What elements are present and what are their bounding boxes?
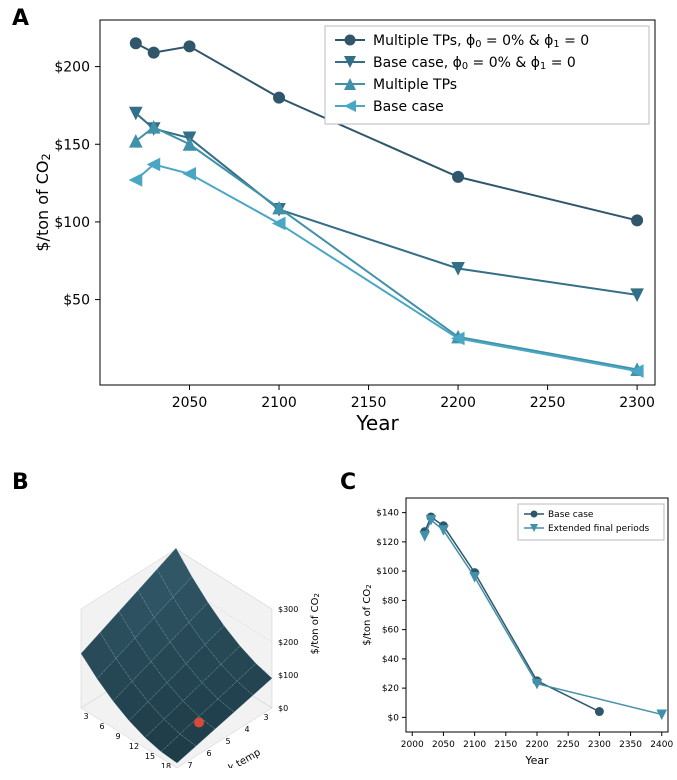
svg-text:$40: $40 [382, 655, 399, 665]
svg-text:Extended final periods: Extended final periods [548, 524, 650, 534]
svg-text:Base case: Base case [373, 99, 444, 115]
svg-text:6: 6 [206, 749, 211, 758]
svg-text:2050: 2050 [172, 395, 208, 411]
svg-text:$150: $150 [54, 137, 90, 153]
svg-text:$200: $200 [54, 60, 90, 76]
svg-text:Year: Year [524, 754, 549, 767]
svg-text:$60: $60 [382, 626, 399, 636]
svg-text:9: 9 [115, 732, 120, 741]
svg-text:2250: 2250 [557, 740, 580, 750]
svg-text:$50: $50 [63, 293, 90, 309]
svg-text:Peak temp: Peak temp [211, 747, 262, 768]
svg-text:Base case, ϕ0 = 0% & ϕ1 = 0: Base case, ϕ0 = 0% & ϕ1 = 0 [373, 55, 576, 72]
svg-text:18: 18 [161, 762, 171, 768]
svg-text:2200: 2200 [440, 395, 476, 411]
svg-text:4: 4 [244, 725, 249, 734]
svg-text:$300: $300 [278, 605, 298, 614]
svg-text:$100: $100 [278, 671, 298, 680]
svg-text:5: 5 [225, 737, 230, 746]
panel-a: 2050 2100 2150 2200 2250 2300 $50 $100 $150 $200 Y… [30, 10, 670, 440]
svg-text:2300: 2300 [619, 395, 655, 411]
panel-label-a: A [12, 6, 29, 31]
svg-text:$0: $0 [388, 713, 400, 723]
svg-text:6: 6 [99, 722, 104, 731]
panel-label-c: C [340, 470, 356, 495]
svg-text:$0: $0 [278, 704, 288, 713]
svg-text:$20: $20 [382, 684, 399, 694]
svg-text:2100: 2100 [463, 740, 486, 750]
svg-text:$100: $100 [376, 567, 399, 577]
svg-text:3: 3 [263, 713, 268, 722]
svg-text:2100: 2100 [261, 395, 297, 411]
svg-text:2000: 2000 [401, 740, 424, 750]
svg-text:2250: 2250 [530, 395, 566, 411]
svg-text:Year: Year [355, 411, 399, 435]
svg-text:Multiple TPs: Multiple TPs [373, 77, 457, 93]
svg-text:15: 15 [145, 752, 155, 761]
svg-text:Base case: Base case [548, 510, 594, 520]
svg-text:$120: $120 [376, 538, 399, 548]
svg-text:$80: $80 [382, 596, 399, 606]
svg-text:2300: 2300 [588, 740, 611, 750]
svg-text:$200: $200 [278, 638, 298, 647]
svg-text:12: 12 [129, 742, 139, 751]
svg-text:2050: 2050 [432, 740, 455, 750]
svg-text:$100: $100 [54, 215, 90, 231]
svg-text:2400: 2400 [650, 740, 673, 750]
svg-text:$/ton of CO2: $/ton of CO2 [33, 153, 53, 251]
svg-text:$/ton of CO2: $/ton of CO2 [310, 593, 321, 654]
svg-text:2150: 2150 [494, 740, 517, 750]
svg-text:3: 3 [83, 712, 88, 721]
svg-text:2150: 2150 [351, 395, 387, 411]
svg-text:$140: $140 [376, 509, 399, 519]
svg-text:7: 7 [187, 761, 192, 768]
svg-text:$/ton of CO2: $/ton of CO2 [362, 584, 373, 645]
svg-text:2200: 2200 [526, 740, 549, 750]
panel-c: 2000 2050 2100 2150 2200 2250 2300 2350 2400 $0 $2… [358, 490, 676, 770]
panel-b: $0$100$200$30034567836912151821Peak temp… [24, 488, 334, 768]
svg-text:2350: 2350 [619, 740, 642, 750]
